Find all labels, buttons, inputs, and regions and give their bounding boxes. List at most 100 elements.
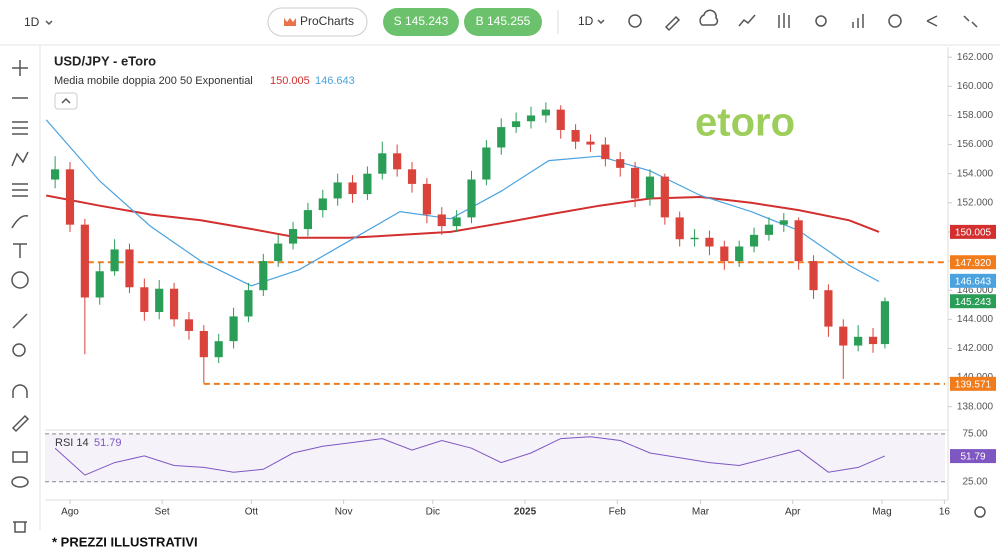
icon[interactable] xyxy=(926,15,938,27)
ma-price-tag-bg xyxy=(950,224,996,239)
tool-lock[interactable] xyxy=(12,451,28,463)
rsi-title: RSI 14 xyxy=(55,437,89,449)
tool-pattern[interactable] xyxy=(11,151,29,167)
candle-body xyxy=(140,287,149,313)
y-tick-label: 142.000 xyxy=(957,343,994,354)
x-tick-label: 16 xyxy=(939,507,951,518)
tool-brush[interactable] xyxy=(11,215,29,229)
candle-body xyxy=(735,246,744,262)
x-tick-label: Set xyxy=(155,507,170,518)
level-tag-bg xyxy=(950,255,996,270)
candle-body xyxy=(675,217,684,240)
candle-body xyxy=(378,153,387,174)
last-price-tag: 145.243 xyxy=(955,297,992,308)
tool-channel[interactable] xyxy=(12,183,28,197)
interval-select[interactable]: 1D xyxy=(24,15,40,29)
level-tag: 139.571 xyxy=(955,379,992,390)
candle-body xyxy=(586,141,595,145)
buy-button[interactable] xyxy=(464,8,542,36)
candle-body xyxy=(125,249,134,288)
icon[interactable] xyxy=(628,14,642,28)
candle-body xyxy=(393,153,402,170)
candle-body xyxy=(616,159,625,168)
candle-body xyxy=(407,169,417,184)
x-tick-label: Mar xyxy=(692,507,710,518)
candle-body xyxy=(764,224,774,235)
candle-body xyxy=(452,217,461,227)
buy-label: B 145.255 xyxy=(476,14,531,28)
x-tick-label: Mag xyxy=(872,507,891,518)
level-tag-bg xyxy=(950,376,996,391)
tool-zoom[interactable] xyxy=(12,343,26,357)
y-tick-label: 156.000 xyxy=(957,139,994,150)
icon[interactable] xyxy=(778,13,790,28)
y-tick-label: 138.000 xyxy=(957,401,994,412)
tool-ruler[interactable] xyxy=(12,313,28,329)
icon[interactable] xyxy=(888,14,902,28)
collapse-button[interactable] xyxy=(54,92,78,110)
candle-body xyxy=(155,288,164,313)
tool-pen-lock[interactable] xyxy=(11,414,30,433)
tool-fib[interactable] xyxy=(12,121,28,135)
candle-body xyxy=(660,176,669,218)
candle-body xyxy=(422,183,431,215)
tool-delete[interactable] xyxy=(13,521,27,533)
candle-body xyxy=(868,336,878,345)
tool-text[interactable] xyxy=(13,243,27,258)
indicator-label: Media mobile doppia 200 50 Exponential xyxy=(54,75,253,87)
candle-body xyxy=(880,301,890,345)
indicator-value: 150.005 xyxy=(270,75,310,87)
candle-body xyxy=(199,330,208,358)
icon[interactable] xyxy=(664,15,681,32)
candle-body xyxy=(824,290,833,327)
tool-visibility[interactable] xyxy=(11,476,29,488)
y-tick-label: 144.000 xyxy=(957,314,994,325)
crown-icon xyxy=(284,18,296,26)
candle-body xyxy=(348,182,357,195)
procharts-label: ProCharts xyxy=(300,14,354,28)
candle-body xyxy=(630,167,640,199)
candle-body xyxy=(229,316,238,342)
candle-body xyxy=(854,336,863,346)
candle-body xyxy=(363,173,372,195)
sidebar-tools xyxy=(11,60,30,533)
settings-icon[interactable] xyxy=(974,506,986,518)
tool-magnet[interactable] xyxy=(12,384,28,398)
x-tick-label: Ago xyxy=(61,507,79,518)
candle-body xyxy=(95,271,104,298)
icon[interactable] xyxy=(963,15,978,28)
chart-title: USD/JPY - eToro xyxy=(54,53,156,68)
candle-body xyxy=(749,234,759,247)
ma-price-tag: 150.005 xyxy=(955,228,992,239)
y-tick-label: 158.000 xyxy=(957,110,994,121)
icon[interactable] xyxy=(738,14,756,27)
dropdown-arrow xyxy=(45,20,53,26)
tool-crosshair[interactable] xyxy=(12,60,28,76)
procharts-button[interactable] xyxy=(267,7,368,37)
tool-emoji[interactable] xyxy=(11,271,29,289)
moving-average xyxy=(45,119,880,287)
candle-body xyxy=(110,249,119,272)
y-tick-label: 75.00 xyxy=(962,428,987,439)
candle-body xyxy=(65,169,75,225)
sell-label: S 145.243 xyxy=(394,14,449,28)
candle-body xyxy=(571,130,580,142)
candle-body xyxy=(497,127,506,148)
x-tick-label: Nov xyxy=(335,507,353,518)
candle-body xyxy=(259,261,268,291)
sell-button[interactable] xyxy=(383,8,459,36)
icon[interactable] xyxy=(699,9,719,26)
x-tick-label: Apr xyxy=(785,507,801,518)
icon[interactable] xyxy=(852,14,864,28)
candle-body xyxy=(303,210,313,230)
collapse-arrow xyxy=(61,97,71,104)
candle-body xyxy=(601,144,610,160)
icon[interactable] xyxy=(815,15,827,27)
y-tick-label: 162.000 xyxy=(957,52,994,63)
ma-price-tag: 146.643 xyxy=(955,276,992,287)
candle-body xyxy=(526,115,536,122)
candle-body xyxy=(274,243,283,262)
candle-body xyxy=(244,290,253,317)
interval-select-2[interactable]: 1D xyxy=(578,14,594,28)
